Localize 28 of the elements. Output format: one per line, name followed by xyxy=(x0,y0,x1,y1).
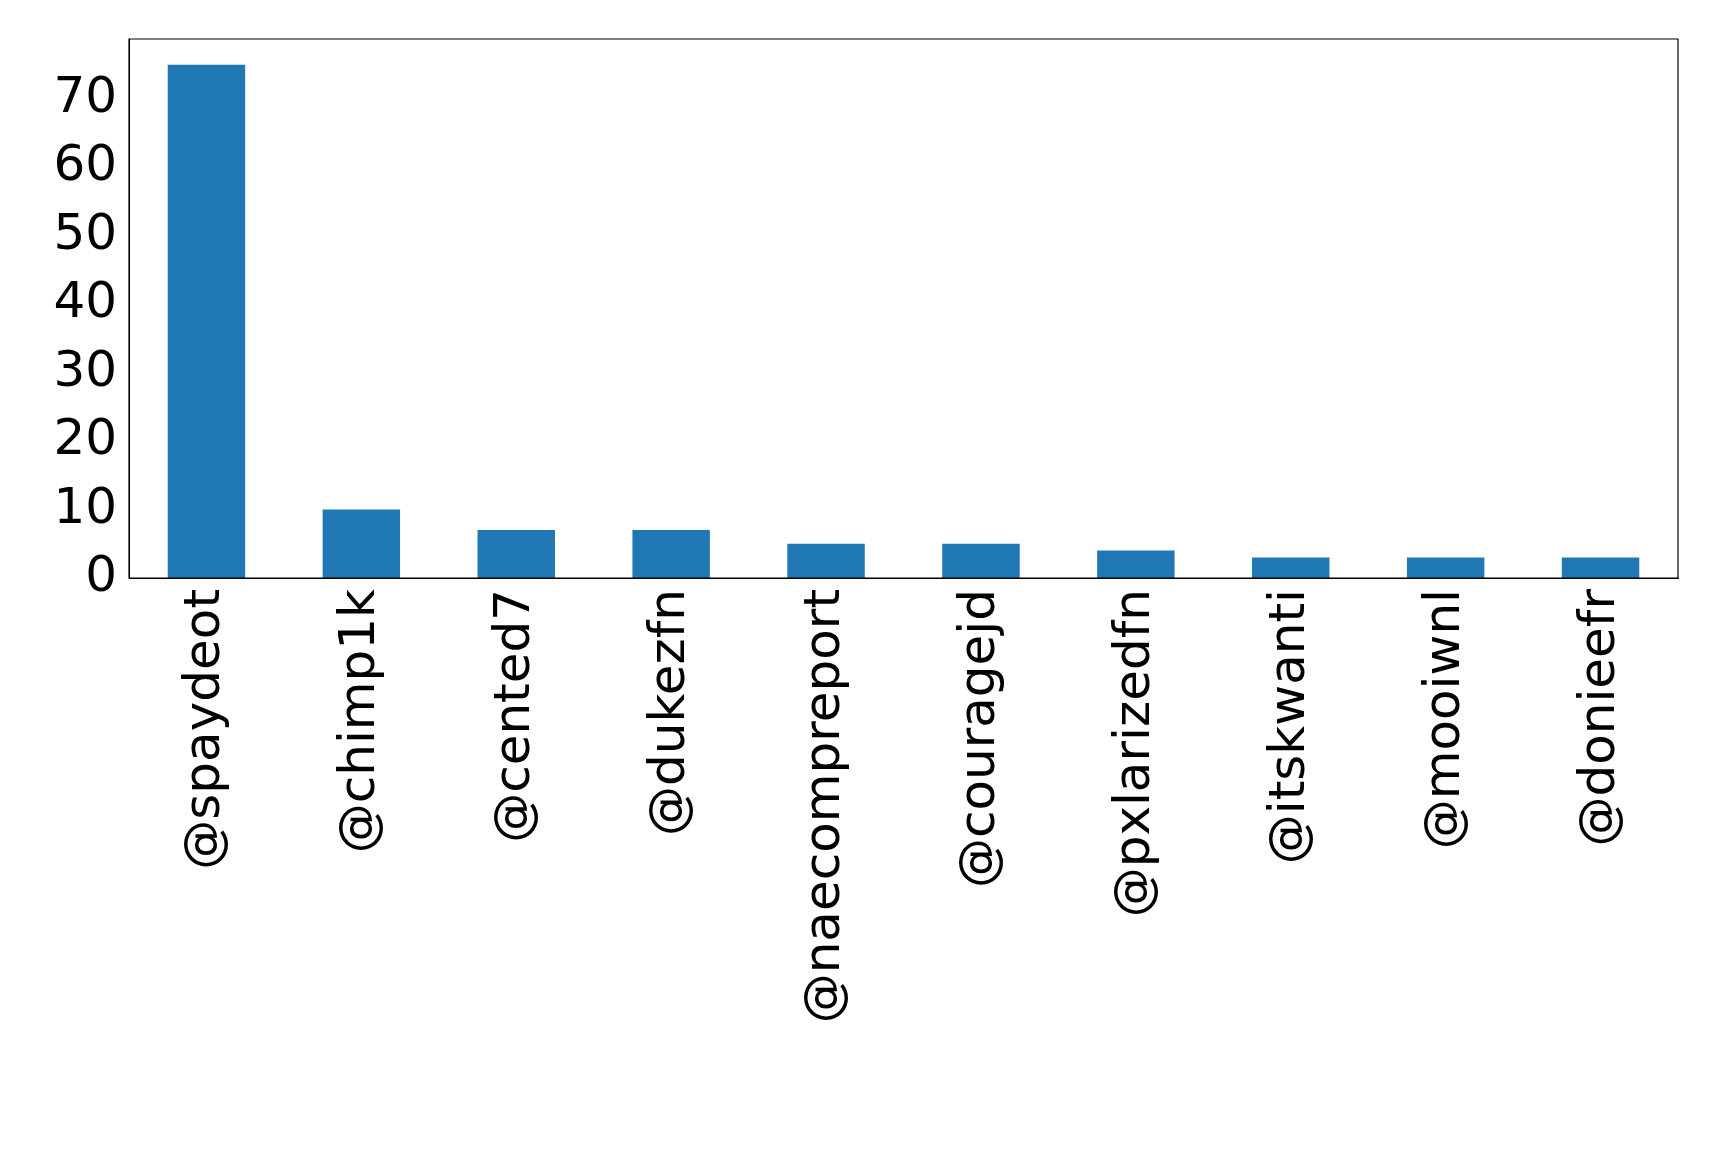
bar xyxy=(477,530,555,578)
bar xyxy=(942,543,1020,578)
y-tick-label: 0 xyxy=(85,544,117,603)
x-tick-label: @dukezfn xyxy=(638,589,697,836)
bar xyxy=(1561,557,1640,578)
y-tick-label: 70 xyxy=(53,65,117,124)
x-tick-label: @spaydeot xyxy=(173,589,232,870)
x-tick-label: @chimp1k xyxy=(328,588,387,854)
x-tick-label: @donieefr xyxy=(1567,588,1626,847)
bar xyxy=(1252,557,1330,578)
y-tick-label: 50 xyxy=(53,202,117,261)
y-tick-label: 10 xyxy=(53,476,117,535)
bar xyxy=(322,509,401,578)
y-tick-label: 20 xyxy=(53,408,117,467)
x-tick-label: @itskwanti xyxy=(1257,589,1316,865)
y-tick-label: 40 xyxy=(53,271,117,330)
bar xyxy=(167,64,246,578)
x-tick-label: @couragejd xyxy=(947,589,1006,889)
y-tick-label: 60 xyxy=(53,134,117,193)
bar xyxy=(632,530,710,578)
y-tick-label: 30 xyxy=(53,339,117,398)
bar xyxy=(1406,557,1485,578)
bar xyxy=(787,543,865,578)
x-tick-label: @mooiwnl xyxy=(1412,589,1471,850)
x-tick-label: @naecompreport xyxy=(793,589,852,1024)
bar xyxy=(1097,550,1175,578)
x-tick-label: @pxlarizedfn xyxy=(1102,589,1161,918)
x-tick-label: @cented7 xyxy=(483,589,542,843)
